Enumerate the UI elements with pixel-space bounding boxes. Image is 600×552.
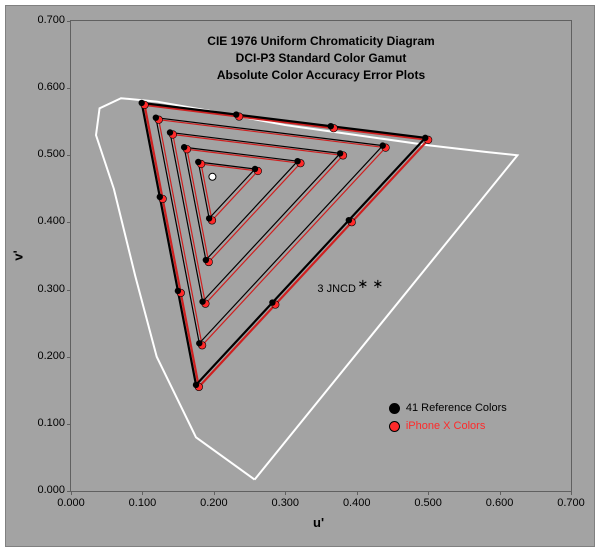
- reference-point: [139, 100, 145, 106]
- legend-label: iPhone X Colors: [406, 420, 486, 432]
- reference-point: [167, 129, 173, 135]
- reference-point: [269, 299, 275, 305]
- reference-point: [181, 144, 187, 150]
- reference-point: [203, 257, 209, 263]
- title-line: DCI-P3 Standard Color Gamut: [71, 50, 571, 67]
- device-triangle: [201, 164, 258, 220]
- reference-point: [346, 217, 352, 223]
- reference-point: [328, 123, 334, 129]
- reference-point: [199, 298, 205, 304]
- y-axis-title: v': [11, 250, 26, 260]
- reference-point: [294, 158, 300, 164]
- x-tick-label: 0.700: [551, 497, 591, 509]
- x-tick-label: 0.300: [265, 497, 305, 509]
- reference-point: [206, 215, 212, 221]
- reference-point: [153, 114, 159, 120]
- x-tick-label: 0.600: [480, 497, 520, 509]
- title-line: CIE 1976 Uniform Chromaticity Diagram: [71, 33, 571, 50]
- reference-point: [193, 382, 199, 388]
- x-axis-title: u': [313, 515, 324, 530]
- reference-point: [252, 166, 258, 172]
- x-tick-label: 0.200: [194, 497, 234, 509]
- chart-title: CIE 1976 Uniform Chromaticity DiagramDCI…: [71, 33, 571, 83]
- title-line: Absolute Color Accuracy Error Plots: [71, 67, 571, 84]
- reference-point: [195, 159, 201, 165]
- reference-point: [175, 288, 181, 294]
- reference-point: [380, 142, 386, 148]
- reference-point: [233, 111, 239, 117]
- legend: 41 Reference Colors iPhone X Colors: [389, 399, 507, 435]
- chart-frame: 0.000 0.100 0.200 0.300 0.400 0.500 0.600 0.700…: [5, 5, 595, 547]
- reference-point: [196, 340, 202, 346]
- x-tick-label: 0.400: [337, 497, 377, 509]
- jncd-star: ∗: [357, 276, 368, 291]
- reference-point: [422, 135, 428, 141]
- white-point: [209, 173, 216, 180]
- jncd-star: ∗: [372, 276, 383, 291]
- reference-point: [337, 150, 343, 156]
- x-tick-label: 0.100: [122, 497, 162, 509]
- legend-swatch: [389, 403, 400, 414]
- legend-swatch: [389, 421, 400, 432]
- x-tick-label: 0.500: [408, 497, 448, 509]
- reference-point: [157, 194, 163, 200]
- jncd-label: 3 JNCD: [317, 283, 356, 295]
- legend-item: 41 Reference Colors: [389, 399, 507, 417]
- legend-item: iPhone X Colors: [389, 417, 507, 435]
- legend-label: 41 Reference Colors: [406, 402, 507, 414]
- x-tick-label: 0.000: [51, 497, 91, 509]
